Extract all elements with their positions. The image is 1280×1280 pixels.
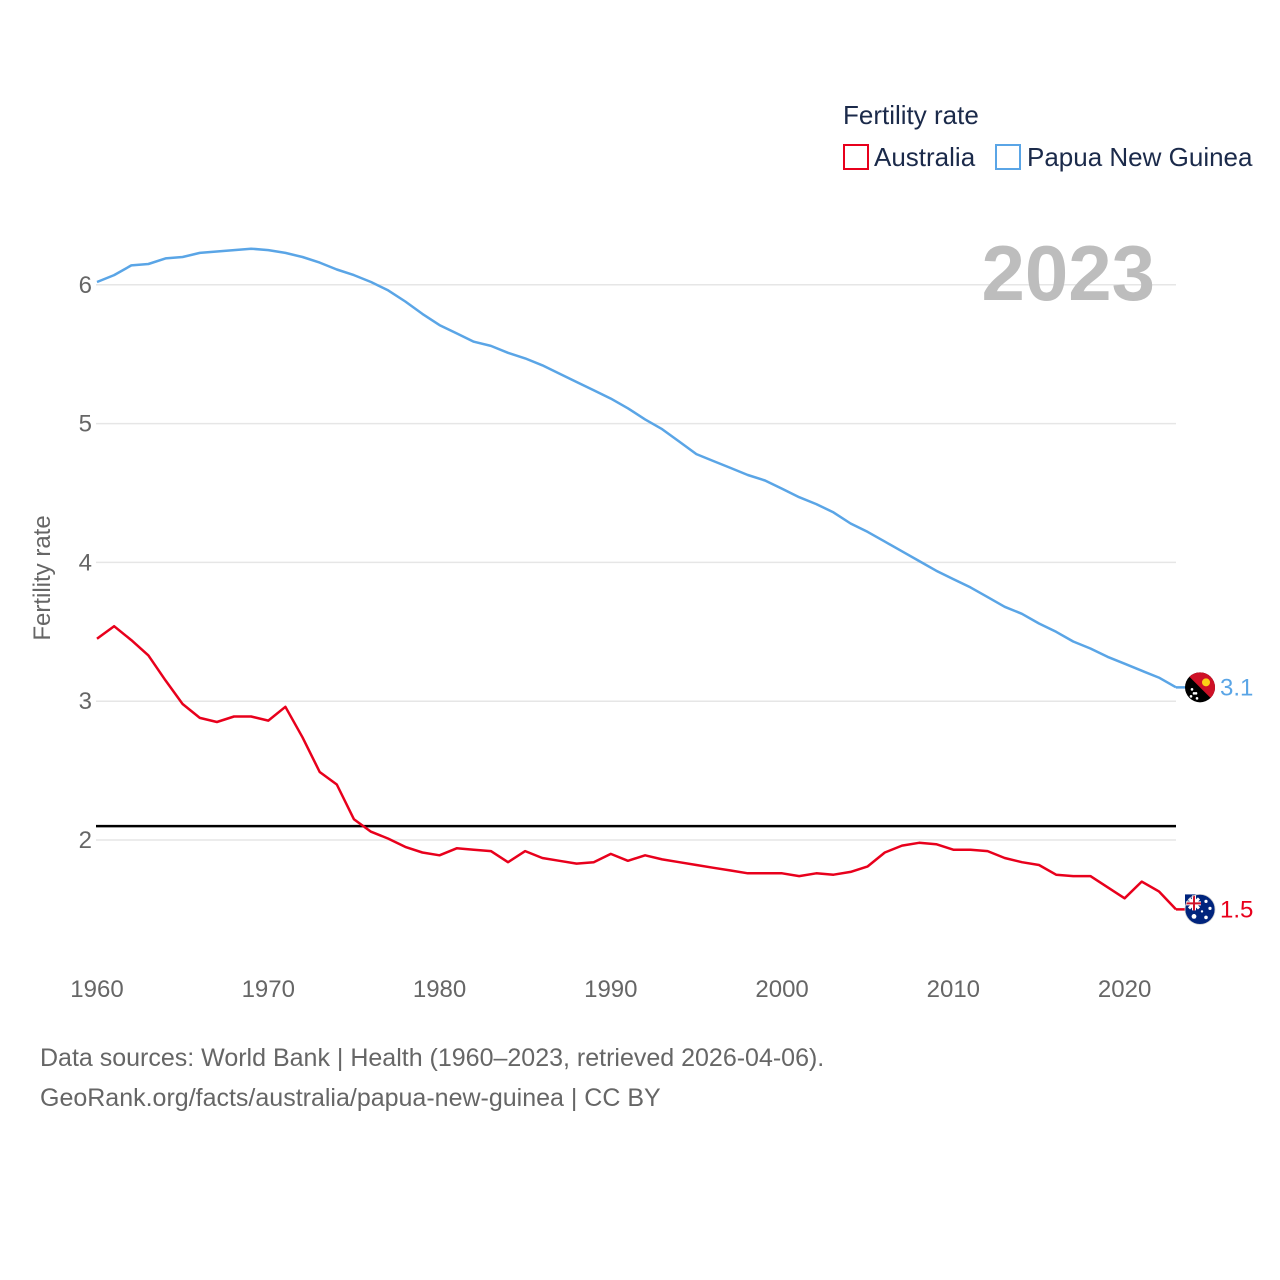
flag-cross-red bbox=[1186, 895, 1201, 911]
legend-item-papua-new-guinea[interactable]: Papua New Guinea bbox=[995, 142, 1253, 172]
y-axis-title: Fertility rate bbox=[29, 515, 56, 640]
flag-star bbox=[1194, 692, 1198, 695]
end-label-australia: 1.5 bbox=[1220, 896, 1253, 923]
x-tick-label: 2010 bbox=[927, 976, 980, 1003]
y-axis-ticks: 2 3 4 5 6 bbox=[79, 272, 92, 854]
legend-swatch-papua-new-guinea bbox=[995, 144, 1021, 170]
y-tick-label: 3 bbox=[79, 688, 92, 715]
legend-label-papua-new-guinea: Papua New Guinea bbox=[1027, 142, 1253, 172]
flag-star bbox=[1204, 899, 1208, 903]
flag-star bbox=[1190, 688, 1194, 691]
year-label: 2023 bbox=[981, 229, 1155, 317]
x-tick-label: 1960 bbox=[70, 976, 123, 1003]
x-tick-label: 2020 bbox=[1098, 976, 1151, 1003]
series-line-australia bbox=[96, 624, 1177, 911]
flag-outline bbox=[1184, 894, 1216, 925]
legend-swatch-australia bbox=[843, 144, 869, 170]
flag-star bbox=[1204, 915, 1208, 920]
credit-link[interactable]: GeoRank.org/facts/australia/papua-new-gu… bbox=[40, 1084, 661, 1112]
series-line-papua-new-guinea bbox=[96, 247, 1177, 689]
australia-flag-icon bbox=[1184, 894, 1216, 925]
series-lines bbox=[96, 247, 1177, 911]
data-source-note: Data sources: World Bank | Health (1960–… bbox=[40, 1044, 825, 1072]
flag-star bbox=[1189, 695, 1193, 698]
x-tick-label: 1980 bbox=[413, 976, 466, 1003]
legend: Fertility rate Australia Papua New Guine… bbox=[843, 100, 1253, 172]
papua-new-guinea-flag-icon bbox=[1185, 672, 1215, 703]
flag-star bbox=[1200, 910, 1204, 913]
y-tick-label: 5 bbox=[79, 411, 92, 438]
legend-title: Fertility rate bbox=[843, 100, 979, 130]
x-axis-ticks: 1960 1970 1980 1990 2000 2010 2020 bbox=[70, 976, 1151, 1003]
flag-star bbox=[1208, 906, 1212, 910]
end-label-papua-new-guinea: 3.1 bbox=[1220, 674, 1253, 701]
legend-item-australia[interactable]: Australia bbox=[843, 142, 976, 172]
flag-star bbox=[1191, 914, 1197, 919]
y-tick-label: 6 bbox=[79, 272, 92, 299]
flag-bird bbox=[1202, 678, 1210, 687]
flag-star bbox=[1192, 692, 1196, 695]
grid-lines bbox=[96, 284, 1176, 841]
x-tick-label: 1990 bbox=[584, 976, 637, 1003]
flag-star bbox=[1195, 697, 1199, 700]
x-tick-label: 1970 bbox=[242, 976, 295, 1003]
x-tick-label: 2000 bbox=[755, 976, 808, 1003]
y-tick-label: 4 bbox=[79, 549, 92, 576]
end-markers: 3.1 1.5 bbox=[1176, 672, 1253, 925]
legend-label-australia: Australia bbox=[874, 142, 976, 172]
y-tick-label: 2 bbox=[79, 827, 92, 854]
